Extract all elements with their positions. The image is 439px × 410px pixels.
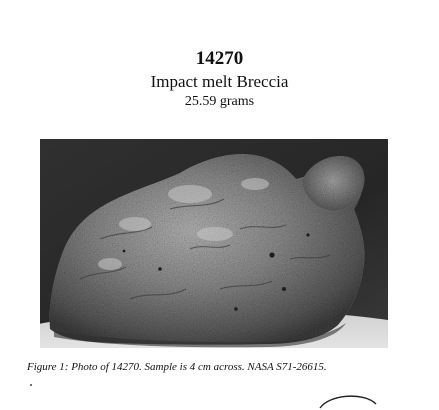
page-mark — [30, 384, 32, 386]
rock-surface-texture — [79, 198, 331, 300]
sample-id: 14270 — [195, 48, 244, 69]
partial-figure-edge — [319, 395, 377, 409]
sample-type: Impact melt Breccia — [150, 72, 289, 91]
rock-highlights — [98, 178, 269, 270]
rock-body — [49, 154, 365, 345]
sample-mass: 25.59 grams — [184, 94, 255, 109]
figure-caption: Figure 1: Photo of 14270. Sample is 4 cm… — [27, 361, 327, 373]
rock-knob — [302, 156, 365, 211]
document-header: 14270 Impact melt Breccia 25.59 grams — [0, 48, 439, 110]
rock-sample-photo — [40, 139, 388, 348]
rock-shadow — [54, 323, 346, 348]
rock-vesicles — [122, 233, 310, 311]
